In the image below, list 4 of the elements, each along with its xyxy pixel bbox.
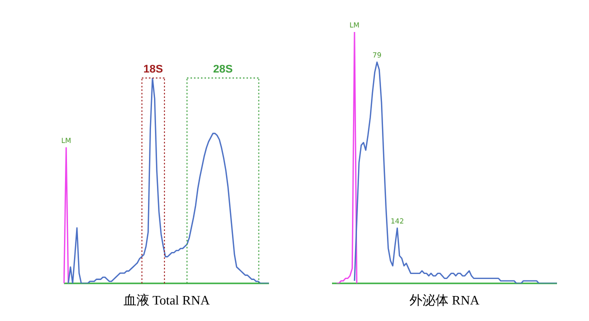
text: 28S — [213, 64, 233, 76]
text: 血液 Total RNA — [123, 292, 210, 308]
text: 外泌体 RNA — [410, 292, 480, 308]
text: 18S — [143, 64, 163, 76]
